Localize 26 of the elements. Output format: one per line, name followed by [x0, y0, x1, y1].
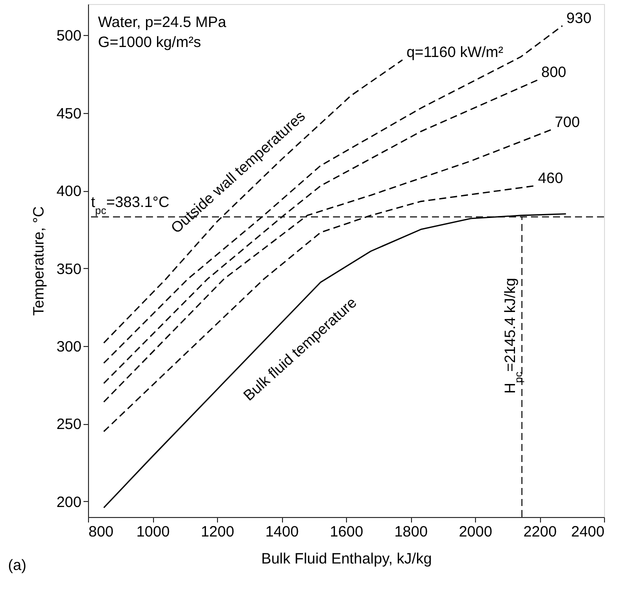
- x-tick-label: 1400: [265, 524, 299, 540]
- x-tick-label: 1800: [394, 524, 428, 540]
- series-label: q=1160 kW/m²: [406, 44, 504, 61]
- x-tick-label: 2400: [571, 524, 604, 540]
- series-label: 700: [554, 114, 580, 131]
- y-axis-title: Temperature, °C: [30, 206, 48, 316]
- annotation: G=1000 kg/m²s: [98, 34, 201, 51]
- y-tick-label: 200: [56, 494, 82, 511]
- x-axis-title: Bulk Fluid Enthalpy, kJ/kg: [261, 550, 432, 568]
- y-tick-label: 500: [56, 28, 82, 45]
- x-tick-label: 2200: [523, 524, 557, 540]
- series-label: 460: [538, 170, 564, 187]
- text: (a): [8, 557, 26, 574]
- y-tick-label: 300: [56, 338, 82, 356]
- y-tick-label: 350: [56, 260, 82, 278]
- series-label: 930: [566, 10, 592, 27]
- annotation: Water, p=24.5 MPa: [98, 14, 227, 31]
- x-tick-label: 800: [88, 524, 114, 540]
- y-tick-label: 450: [56, 105, 82, 122]
- x-tick-label: 1200: [200, 524, 234, 540]
- x-tick-label: 1000: [136, 524, 170, 540]
- x-tick-label: 2000: [458, 524, 492, 540]
- y-tick-label: 250: [56, 416, 82, 434]
- y-tick-label: 400: [56, 183, 82, 200]
- x-tick-label: 1600: [330, 524, 364, 540]
- series-label: 800: [541, 64, 566, 82]
